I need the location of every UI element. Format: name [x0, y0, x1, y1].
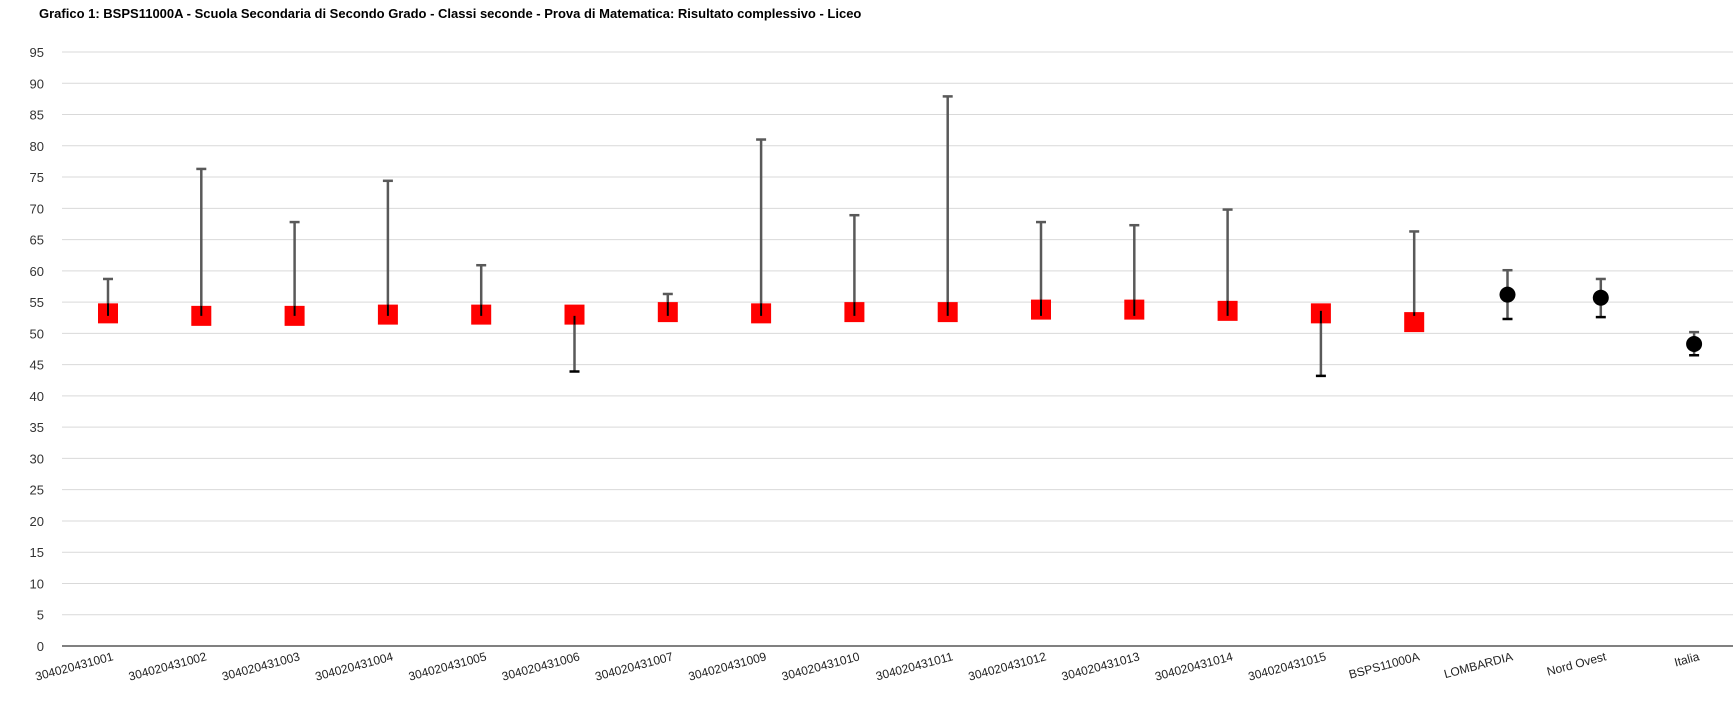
- x-tick-label: 304020431007: [594, 649, 675, 683]
- x-tick-label: LOMBARDIA: [1442, 649, 1514, 681]
- x-tick-label: 304020431005: [407, 649, 488, 683]
- y-tick-label: 65: [30, 233, 44, 248]
- y-tick-label: 90: [30, 76, 44, 91]
- y-tick-label: 50: [30, 326, 44, 341]
- data-markers: [98, 286, 1703, 352]
- x-tick-label: 304020431003: [220, 649, 301, 683]
- error-bar: [942, 95, 953, 318]
- error-bar: [849, 213, 860, 318]
- chart-title: Grafico 1: BSPS11000A - Scuola Secondari…: [39, 6, 862, 21]
- x-tick-label: 304020431015: [1247, 649, 1328, 683]
- x-tick-label: Nord Ovest: [1545, 649, 1608, 678]
- x-tick-label: 304020431009: [687, 649, 768, 683]
- error-bar: [756, 138, 767, 318]
- y-tick-label: 15: [30, 545, 44, 560]
- data-point-circle: [1499, 286, 1516, 303]
- data-point-square: [1404, 312, 1425, 333]
- x-tick-label: 304020431001: [34, 649, 115, 683]
- x-tick-label: 304020431013: [1060, 649, 1141, 683]
- x-tick-label: BSPS11000A: [1347, 649, 1421, 681]
- x-tick-label: 304020431011: [874, 649, 954, 683]
- error-bar: [196, 167, 207, 318]
- gridlines: [62, 51, 1733, 616]
- y-tick-label: 40: [30, 389, 44, 404]
- y-tick-label: 80: [30, 139, 44, 154]
- y-tick-label: 55: [30, 295, 44, 310]
- data-point-circle: [1592, 289, 1609, 306]
- data-point-square: [564, 304, 585, 325]
- y-tick-label: 5: [37, 608, 44, 623]
- error-bars: [103, 95, 1700, 378]
- x-tick-label: 304020431014: [1153, 649, 1234, 683]
- y-tick-label: 70: [30, 201, 44, 216]
- y-tick-label: 45: [30, 358, 44, 373]
- y-tick-label: 75: [30, 170, 44, 185]
- y-tick-label: 85: [30, 108, 44, 123]
- y-tick-label: 10: [30, 576, 44, 591]
- error-bar: [382, 179, 393, 318]
- data-point-circle: [1686, 335, 1703, 352]
- x-tick-label: Italia: [1673, 649, 1701, 669]
- y-tick-label: 60: [30, 264, 44, 279]
- x-tick-label: 304020431002: [127, 649, 208, 683]
- y-tick-label: 30: [30, 451, 44, 466]
- x-tick-label: 304020431012: [967, 649, 1048, 683]
- x-tick-label: 304020431004: [314, 649, 395, 683]
- x-tick-label: 304020431010: [780, 649, 861, 683]
- y-tick-label: 20: [30, 514, 44, 529]
- error-bar: [1409, 230, 1420, 318]
- y-tick-label: 95: [30, 45, 44, 60]
- y-tick-label: 0: [37, 639, 44, 654]
- x-axis: 304020431001 304020431002 304020431003 3040…: [34, 649, 1701, 683]
- x-tick-label: 304020431006: [500, 649, 581, 683]
- error-bar: [1222, 208, 1233, 318]
- y-axis: 0 5 10 15 20 25 30 35 40 45 50 55 60 65 70 75 80 85 90 95: [30, 45, 1733, 654]
- y-tick-label: 35: [30, 420, 44, 435]
- y-tick-label: 25: [30, 483, 44, 498]
